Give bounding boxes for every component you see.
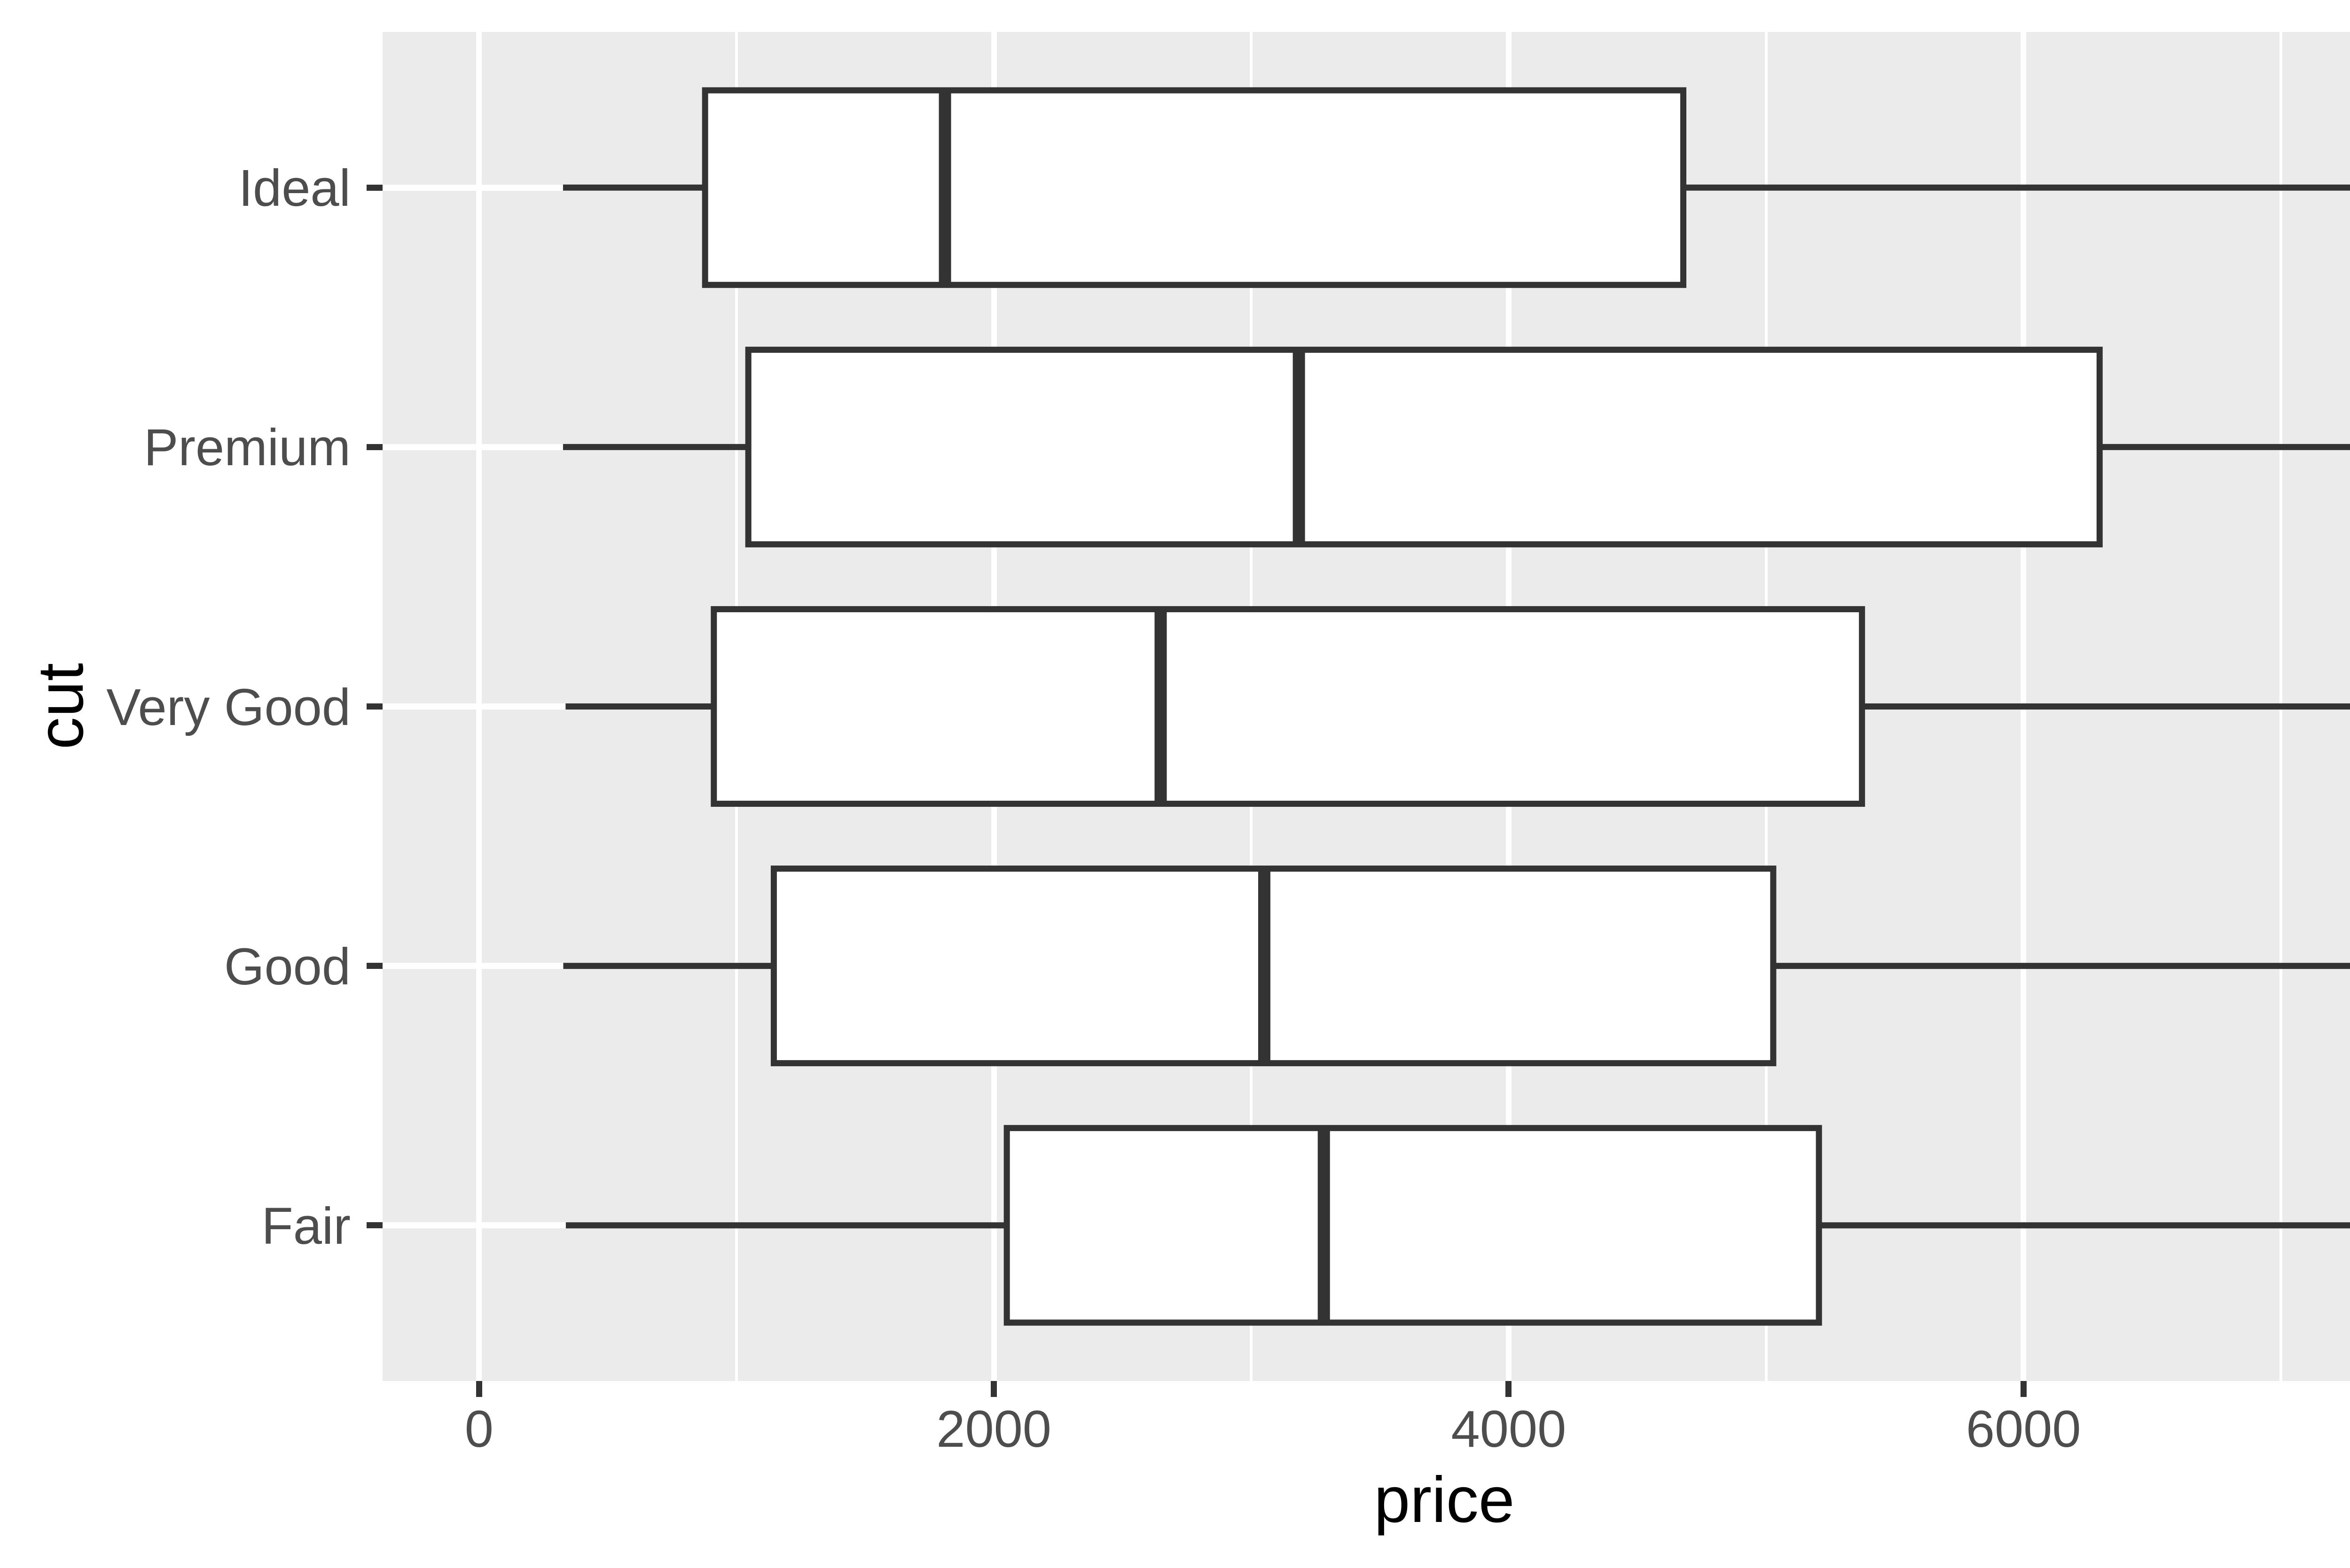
y-tick-label: Very Good — [106, 678, 351, 736]
y-tick-label: Fair — [261, 1197, 351, 1255]
iqr-box — [711, 606, 1865, 807]
plot-panel — [383, 32, 2350, 1381]
boxplots-layer — [563, 87, 2350, 1326]
y-axis-title: cut — [24, 663, 97, 750]
iqr-box — [745, 346, 2103, 547]
boxplot-good — [563, 866, 2350, 1067]
x-tick-label: 4000 — [1451, 1400, 1567, 1458]
boxplot-ideal — [563, 87, 2350, 288]
iqr-box — [1003, 1125, 1822, 1326]
boxplot-fair — [565, 1125, 2350, 1326]
iqr-box — [770, 866, 1777, 1067]
x-tick-label: 0 — [464, 1400, 494, 1458]
x-tick-label: 6000 — [1966, 1400, 2081, 1458]
x-tick-mark — [476, 1381, 482, 1397]
x-tick-mark — [2020, 1381, 2027, 1397]
y-tick-mark — [367, 963, 383, 969]
y-tick-mark — [367, 444, 383, 450]
y-tick-label: Premium — [143, 419, 351, 477]
x-tick-label: 2000 — [936, 1400, 1051, 1458]
y-tick-mark — [367, 703, 383, 710]
y-tick-mark — [367, 184, 383, 191]
y-tick-label: Ideal — [238, 159, 351, 218]
iqr-box — [702, 87, 1686, 288]
x-tick-mark — [1505, 1381, 1512, 1397]
y-tick-label: Good — [224, 937, 351, 996]
boxplot-premium — [563, 346, 2350, 547]
boxplot-very-good — [565, 606, 2350, 807]
x-tick-mark — [991, 1381, 997, 1397]
y-tick-mark — [367, 1222, 383, 1229]
x-axis-title: price — [1374, 1464, 1515, 1536]
